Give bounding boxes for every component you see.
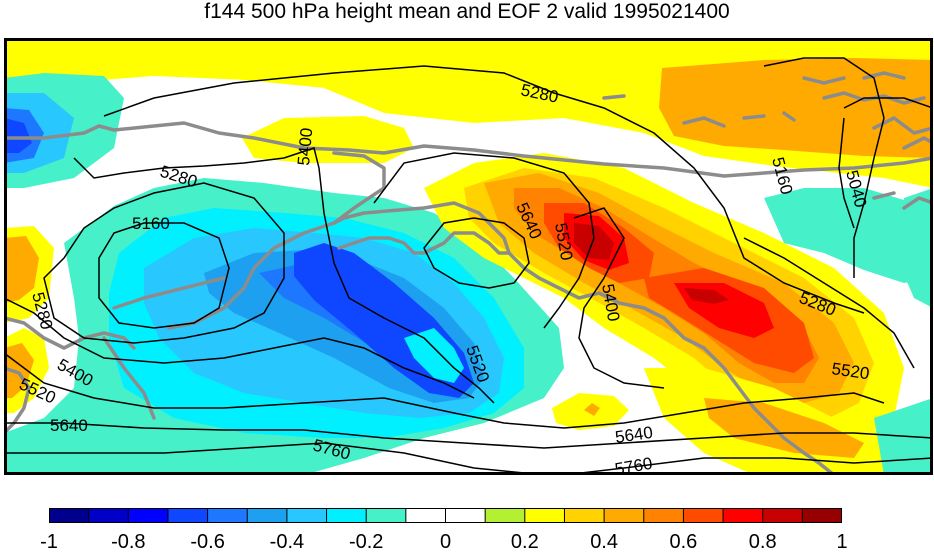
- colorbar-tick-labels: -1 -0.8 -0.6 -0.4 -0.2 0 0.2 0.4 0.6 0.8 1: [0, 530, 934, 558]
- colorbar-swatch: [326, 508, 367, 523]
- colorbar-tick-label: 0: [439, 531, 452, 553]
- colorbar-swatch: [564, 508, 605, 523]
- colorbar-swatch: [286, 508, 328, 523]
- colorbar-tick-label: -0.6: [190, 531, 225, 553]
- contour-label: 5400: [294, 127, 316, 166]
- contour-label: 5760: [613, 454, 654, 475]
- colorbar-swatch: [366, 508, 407, 523]
- coastline-bc: [507, 251, 836, 475]
- contour-5280-right: [743, 237, 915, 369]
- eof-darkred-2: [684, 288, 729, 304]
- coastline-arctic-isl: [602, 94, 933, 210]
- contour-5040-right: [838, 97, 933, 229]
- height-contours: [4, 57, 933, 475]
- eof-shading: [4, 38, 933, 475]
- eof-cyan-right: [764, 188, 933, 283]
- contour-5520-centre: [373, 152, 595, 329]
- colorbar-tick-label: -0.8: [111, 531, 146, 553]
- eof-navy-left: [4, 118, 32, 153]
- contour-5640-centre: [423, 217, 530, 289]
- coastline-kuriles: [102, 276, 226, 420]
- map-border: [4, 38, 933, 475]
- coastline-north-main: [4, 121, 933, 178]
- colorbar-swatch: [88, 508, 129, 523]
- colorbar: [49, 508, 842, 523]
- coastlines: [4, 71, 933, 475]
- colorbar-swatch: [524, 508, 565, 523]
- colorbar-swatch: [762, 508, 803, 523]
- contour-5760-bottom: [4, 442, 545, 475]
- colorbar-tick-label: 0.8: [748, 531, 777, 553]
- colorbar-swatch: [247, 508, 288, 523]
- colorbar-swatch: [49, 508, 90, 523]
- colorbar-tick-label: -0.4: [269, 531, 305, 553]
- coastline-alaska: [167, 151, 386, 330]
- eof-orange-bottom-right: [704, 398, 864, 458]
- colorbar-swatch: [802, 508, 842, 523]
- colorbar-swatch: [683, 508, 724, 523]
- colorbar-swatch: [445, 508, 486, 523]
- colorbar-swatch: [604, 508, 645, 523]
- eof-cyan-tail: [404, 328, 464, 383]
- eof-cyan-right-edge: [899, 188, 933, 308]
- eof-orange-left-edge3: [4, 236, 39, 303]
- map-title: f144 500 hPa height mean and EOF 2 valid…: [204, 0, 730, 23]
- colorbar-swatch: [207, 508, 248, 523]
- contour-label: 5640: [50, 416, 88, 435]
- colorbar-swatch: [128, 508, 169, 523]
- contour-5400-left: [4, 297, 475, 399]
- contour-5520-left: [4, 352, 885, 429]
- eof-orange-top-right: [659, 58, 933, 158]
- colorbar-tick-label: 1: [836, 531, 848, 553]
- map-panel: 5280 5280 5160 5400 5520 5640 5400 5160 …: [4, 38, 933, 475]
- colorbar-tick-label: 0.4: [590, 531, 618, 553]
- colorbar-swatch: [167, 508, 209, 523]
- eof-darkred: [574, 223, 614, 260]
- colorbar-swatch: [485, 508, 526, 523]
- colorbar-tick-label: 0.2: [510, 531, 539, 553]
- contour-5400-mid: [73, 147, 495, 404]
- colorbar-swatch: [405, 508, 446, 523]
- colorbar-border: [49, 508, 842, 523]
- colorbar-tick-label: 0.6: [669, 531, 698, 553]
- contour-5160-right: [763, 57, 885, 278]
- map-canvas: 5280 5280 5160 5400 5520 5640 5400 5160 …: [4, 38, 933, 475]
- colorbar-swatch: [643, 508, 684, 523]
- coastline-peninsula: [332, 201, 511, 255]
- colorbar-canvas: [49, 508, 842, 523]
- colorbar-tick-label: -1: [40, 531, 58, 553]
- colorbar-tick-label: -0.2: [348, 531, 384, 553]
- contour-label: 5160: [132, 214, 170, 233]
- contour-5280-north: [103, 65, 865, 314]
- contour-5760-bottom-right: [563, 457, 933, 475]
- contour-5640-left: [4, 422, 933, 449]
- contour-5280-left: [43, 182, 285, 344]
- colorbar-swatch: [723, 508, 764, 523]
- eof-orange-small: [584, 403, 600, 416]
- contour-5400-centre: [573, 207, 665, 389]
- contour-5160-left: [98, 222, 230, 329]
